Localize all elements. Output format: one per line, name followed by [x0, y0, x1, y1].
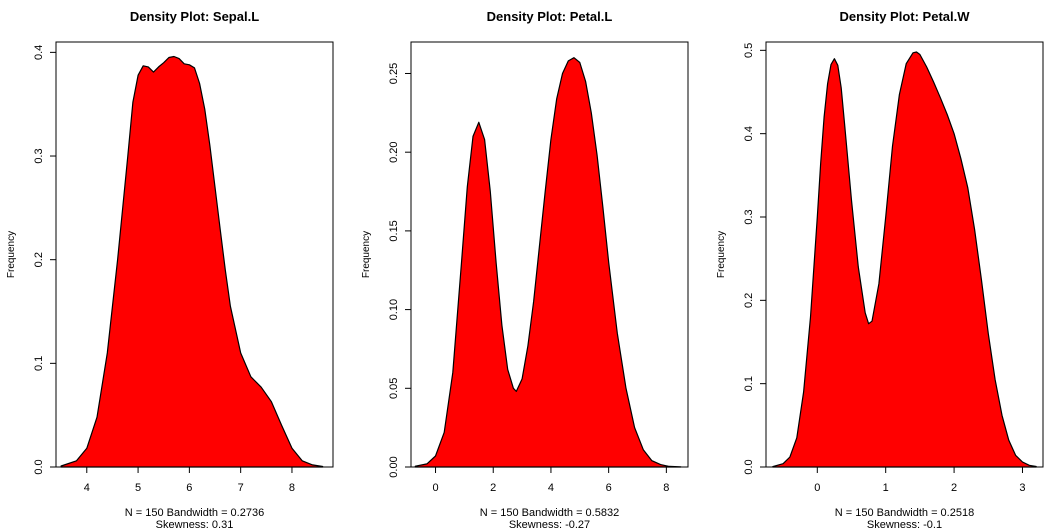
- bandwidth-annotation: N = 150 Bandwidth = 0.2518: [835, 507, 974, 519]
- density-panel-3: Density Plot: Petal.W 0 1 2 3 0.0 0.1 0.2 0.3 0.4…: [716, 9, 1044, 529]
- skewness-annotation: Skewness: 0.31: [156, 519, 234, 529]
- x-tick-label: 5: [135, 482, 141, 494]
- y-axis-label: Frequency: [361, 231, 372, 278]
- plot-frame: [55, 41, 334, 468]
- x-tick-label: 4: [548, 482, 554, 494]
- y-tick-label: 0.4: [33, 45, 45, 60]
- density-area: [60, 55, 324, 468]
- y-tick-label: 0.1: [33, 356, 45, 371]
- x-tick-label: 4: [84, 482, 90, 494]
- y-tick-label: 0.2: [743, 293, 755, 308]
- y-tick-label: 0.05: [388, 378, 400, 399]
- density-area: [414, 57, 682, 468]
- y-tick-label: 0.25: [388, 63, 400, 84]
- y-tick-label: 0.00: [388, 456, 400, 477]
- skewness-annotation: Skewness: -0.27: [509, 519, 590, 529]
- x-tick-label: 8: [289, 482, 295, 494]
- x-tick-label: 2: [951, 482, 957, 494]
- x-tick-label: 2: [490, 482, 496, 494]
- skewness-annotation: Skewness: -0.1: [867, 519, 942, 529]
- y-tick-label: 0.0: [33, 459, 45, 474]
- density-panel-2: Density Plot: Petal.L 0 2 4 6 8 0.00 0.05 0.10 0.…: [361, 9, 689, 529]
- density-area: [772, 51, 1037, 468]
- y-axis-label: Frequency: [716, 231, 727, 278]
- plot-frame: [410, 41, 689, 468]
- plot-frame: [765, 41, 1044, 468]
- chart-title: Density Plot: Petal.W: [839, 9, 970, 24]
- x-tick-label: 0: [814, 482, 820, 494]
- x-tick-label: 6: [606, 482, 612, 494]
- y-tick-label: 0.1: [743, 376, 755, 391]
- y-tick-label: 0.2: [33, 252, 45, 267]
- y-tick-label: 0.3: [33, 148, 45, 163]
- y-tick-label: 0.0: [743, 459, 755, 474]
- y-axis-label: Frequency: [6, 231, 17, 278]
- x-tick-label: 3: [1019, 482, 1025, 494]
- bandwidth-annotation: N = 150 Bandwidth = 0.5832: [480, 507, 619, 519]
- y-tick-label: 0.3: [743, 209, 755, 224]
- density-panel-1: Density Plot: Sepal.L 4 5 6 7 8 0.0 0.1 0.2 0.3 0.…: [6, 9, 334, 529]
- y-tick-label: 0.5: [743, 43, 755, 58]
- x-tick-label: 1: [883, 482, 889, 494]
- y-tick-label: 0.10: [388, 299, 400, 320]
- y-tick-label: 0.4: [743, 126, 755, 141]
- x-tick-label: 8: [663, 482, 669, 494]
- bandwidth-annotation: N = 150 Bandwidth = 0.2736: [125, 507, 264, 519]
- x-tick-label: 0: [432, 482, 438, 494]
- chart-title: Density Plot: Sepal.L: [130, 9, 259, 24]
- y-tick-label: 0.15: [388, 220, 400, 241]
- x-tick-label: 6: [186, 482, 192, 494]
- y-tick-label: 0.20: [388, 141, 400, 162]
- x-tick-label: 7: [238, 482, 244, 494]
- chart-title: Density Plot: Petal.L: [487, 9, 613, 24]
